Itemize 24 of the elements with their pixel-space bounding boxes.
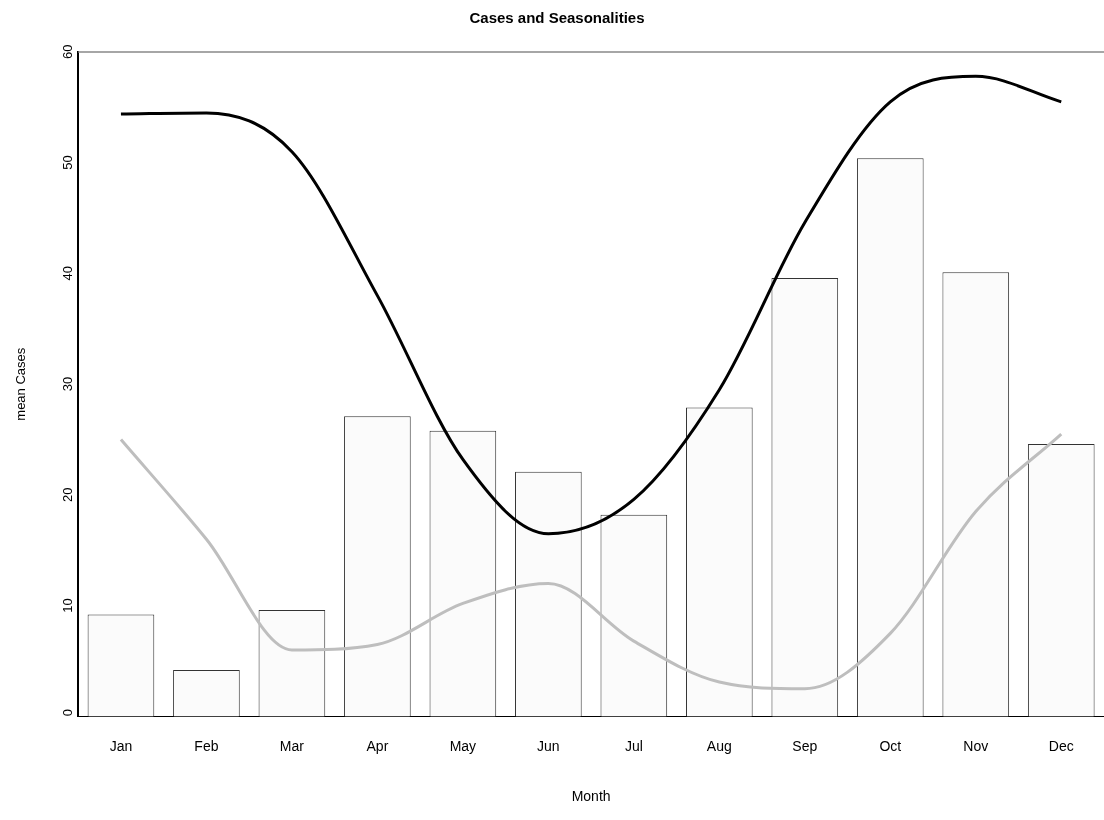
chart-title: Cases and Seasonalities [469,9,645,27]
y-tick-label: 40 [59,265,75,281]
x-tick-label: Dec [1048,737,1074,754]
x-tick-label: Nov [963,737,989,754]
y-tick-label: 10 [59,598,75,613]
x-tick-label: Jun [537,737,560,754]
y-axis-title: mean Cases [13,347,29,421]
x-axis-title: Month [571,788,611,805]
x-tick-label: Apr [366,737,389,754]
line-series [119,74,1063,536]
x-tick-label: Mar [279,737,305,754]
y-tick-label: 60 [59,44,75,59]
line-series [119,432,1063,691]
y-tick-label: 30 [59,376,75,392]
x-tick-label: Feb [194,737,219,754]
x-tick-label: Aug [706,737,732,754]
y-tick-label: 20 [59,487,75,502]
x-tick-label: Jan [109,737,133,754]
x-tick-label: Oct [879,737,902,754]
x-tick-label: Sep [792,737,818,754]
x-tick-label: Jul [624,737,643,754]
x-tick-label: May [449,737,477,754]
y-tick-label: 50 [59,155,75,170]
y-tick-label: 0 [59,708,75,717]
